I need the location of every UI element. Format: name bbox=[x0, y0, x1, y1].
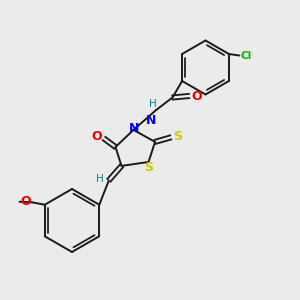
Text: N: N bbox=[146, 114, 157, 127]
Text: O: O bbox=[91, 130, 102, 143]
Text: S: S bbox=[144, 160, 153, 174]
Text: O: O bbox=[21, 195, 31, 208]
Text: H: H bbox=[96, 174, 104, 184]
Text: O: O bbox=[192, 89, 202, 103]
Text: H: H bbox=[149, 99, 157, 109]
Text: N: N bbox=[129, 122, 139, 135]
Text: Cl: Cl bbox=[240, 50, 251, 61]
Text: S: S bbox=[173, 130, 182, 143]
